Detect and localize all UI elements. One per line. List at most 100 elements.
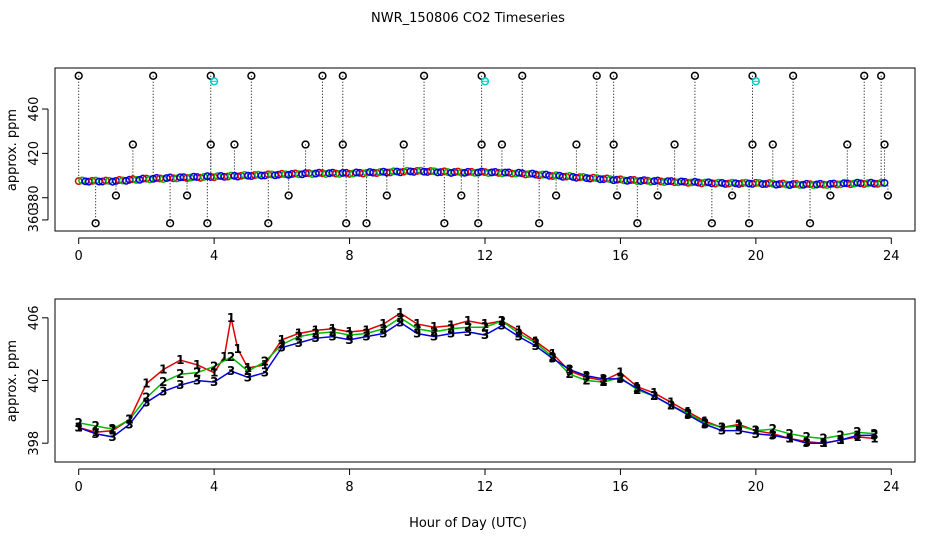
- flagged-low-point: [535, 219, 544, 228]
- flagged-high-point: [149, 71, 158, 80]
- series-3-point: 3: [532, 339, 540, 353]
- top-x-tick-label: 12: [477, 249, 494, 264]
- series-1-point: 1: [481, 317, 489, 331]
- series-2-point: 2: [125, 413, 133, 427]
- series-2-point: 2: [616, 370, 624, 384]
- series-3-point: 3: [718, 424, 726, 438]
- flagged-mid-point: [880, 140, 889, 149]
- series-3-point: 3: [295, 336, 303, 350]
- series-1-point: 1: [735, 417, 743, 431]
- series-3-point: 3: [836, 433, 844, 447]
- series-3-point: 3: [481, 328, 489, 342]
- series-1-point: 1: [210, 366, 218, 380]
- series-2-point: 2: [379, 322, 387, 336]
- series-2-point: 2: [396, 311, 404, 325]
- flagged-high-point: [338, 71, 347, 80]
- series-1-point: 1: [396, 306, 404, 320]
- flagged-low-point: [826, 191, 835, 200]
- top-y-tick-label: 460: [27, 97, 42, 122]
- series-3-point: 3: [870, 428, 878, 442]
- series-2-point: 2: [769, 422, 777, 436]
- series-2-point: 2: [193, 366, 201, 380]
- series-3-point: 3: [464, 325, 472, 339]
- series-3-point: 3: [447, 326, 455, 340]
- series-3-point: 3: [125, 417, 133, 431]
- flagged-low-point: [264, 219, 273, 228]
- series-2-point: 2: [786, 427, 794, 441]
- flagged-mid-point: [128, 140, 138, 149]
- series-3-point: 3: [650, 389, 658, 403]
- series-1-point: 1: [193, 358, 201, 372]
- series-1-point: 1: [599, 374, 607, 388]
- flagged-low-point: [612, 191, 622, 200]
- series-2-point: 2: [532, 336, 540, 350]
- series-2-point: 2: [819, 431, 827, 445]
- series-2-point: 2: [836, 428, 844, 442]
- series-2-point: 2: [413, 322, 421, 336]
- series-1-point: 1: [91, 425, 99, 439]
- series-1-point: 1: [582, 370, 590, 384]
- top-x-tick-label: 20: [748, 249, 765, 264]
- series-2-point: 2: [278, 337, 286, 351]
- series-3-point: 3: [684, 408, 692, 422]
- bottom-x-tick-label: 16: [612, 480, 629, 495]
- bottom-x-tick-label: 12: [477, 480, 494, 495]
- bottom-x-tick-label: 0: [75, 480, 83, 495]
- series-1-point: 1: [176, 353, 184, 367]
- series-3-point: 3: [312, 331, 320, 345]
- series-1-point: 1: [430, 320, 438, 334]
- series-2-point: 2: [362, 326, 370, 340]
- series-2-point: 2: [515, 326, 523, 340]
- series-2-point: 2: [142, 391, 150, 405]
- series-3-point: 3: [549, 352, 557, 366]
- series-2-point: 2: [244, 364, 252, 378]
- flagged-low-point: [440, 219, 449, 228]
- baseline-point: [877, 178, 886, 187]
- series-3-point: 3: [616, 372, 624, 386]
- series-2-point: 2: [802, 430, 810, 444]
- flagged-mid-point: [670, 140, 679, 149]
- top-marks: [74, 71, 893, 228]
- series-1-point: 1: [650, 386, 658, 400]
- top-y-tick-label: 420: [27, 141, 42, 166]
- series-1-point: 1: [328, 322, 336, 336]
- flagged-low-point: [744, 219, 754, 228]
- series-2-point: 2: [312, 326, 320, 340]
- series-3-point: 3: [108, 430, 116, 444]
- series-2-point: 2: [752, 424, 760, 438]
- series-2-point: 2: [227, 350, 235, 364]
- flagged-low-point: [165, 219, 175, 228]
- series-1-point: 1: [565, 364, 573, 378]
- series-1-point: 1: [108, 424, 116, 438]
- top-panel-frame: [54, 67, 916, 232]
- flagged-low-point: [653, 191, 662, 200]
- series-1-point: 1: [549, 347, 557, 361]
- flagged-low-point: [707, 219, 717, 228]
- flagged-high-point: [318, 71, 327, 80]
- flagged-low-point: [474, 219, 483, 228]
- series-2-point: 2: [498, 314, 506, 328]
- series-1-point: 1: [701, 414, 709, 428]
- series-3-point: 3: [142, 395, 150, 409]
- top-x-tick-label: 4: [210, 249, 218, 264]
- series-2-point: 2: [481, 320, 489, 334]
- flagged-low-point: [111, 191, 121, 200]
- series-1-point: 1: [312, 323, 320, 337]
- flagged-low-point: [91, 219, 100, 228]
- flagged-mid-point: [497, 140, 507, 149]
- bottom-y-axis-label: approx. ppm: [5, 340, 20, 422]
- x-axis-label: Hour of Day (UTC): [409, 516, 527, 531]
- series-1-point: 1: [345, 325, 353, 339]
- series-1-line: [78, 312, 875, 444]
- top-x-tick-label: 24: [883, 249, 900, 264]
- series-2-point: 2: [447, 322, 455, 336]
- series-2-point: 2: [870, 427, 878, 441]
- top-x-tick-label: 8: [345, 249, 353, 264]
- series-3-point: 3: [278, 341, 286, 355]
- series-1-point: 1: [853, 430, 861, 444]
- baseline-point: [602, 174, 611, 183]
- series-1-point: 1: [227, 311, 235, 325]
- series-3-point: 3: [735, 424, 743, 438]
- bottom-x-tick-label: 24: [883, 480, 900, 495]
- series-1-point: 1: [413, 317, 421, 331]
